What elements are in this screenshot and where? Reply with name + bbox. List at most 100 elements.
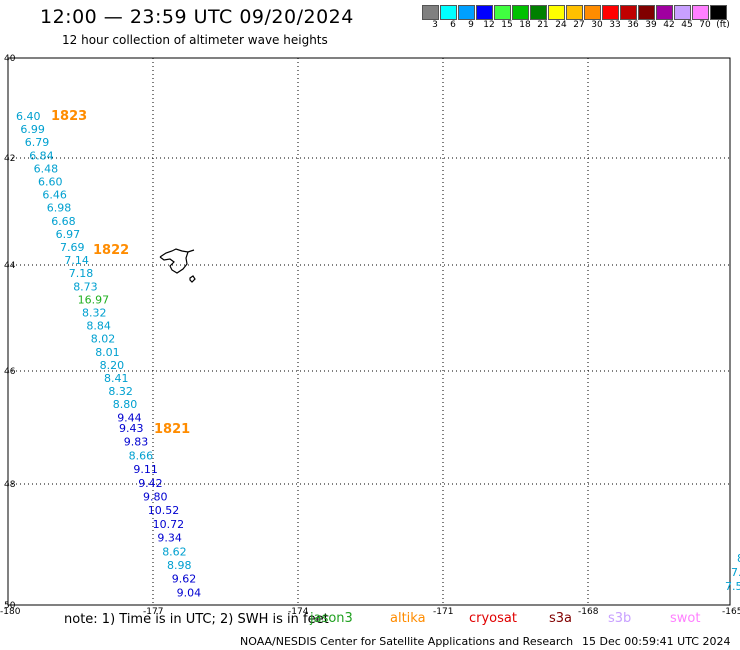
scale-label: (ft) — [716, 20, 730, 30]
wave-height-reading: 7.14 — [64, 254, 89, 267]
track-1821-readings: 9.439.838.669.119.429.8010.5210.729.348.… — [119, 422, 201, 599]
wave-height-reading: 6.68 — [51, 215, 75, 228]
scale-swatch — [674, 5, 691, 20]
wave-height-reading: 6.40 — [16, 110, 41, 123]
lon-tick-label: -174 — [288, 607, 309, 617]
scale-swatch — [638, 5, 655, 20]
scale-swatch — [620, 5, 637, 20]
wave-height-reading: 8.32 — [108, 385, 132, 398]
map-frame — [7, 57, 731, 606]
wave-height-reading: 8.73 — [73, 280, 98, 293]
wave-height-reading: 7.5 — [725, 580, 740, 593]
scale-label: 3 — [432, 20, 438, 30]
lat-tick-label: 46 — [4, 367, 16, 377]
scale-label: 12 — [483, 20, 495, 30]
satellite-legend-item: s3b — [608, 611, 632, 626]
page-subtitle: 12 hour collection of altimeter wave hei… — [62, 33, 328, 47]
scale-swatch — [440, 5, 457, 20]
scale-label: 42 — [663, 20, 675, 30]
scale-label: 21 — [537, 20, 549, 30]
wave-height-reading: 8.84 — [86, 320, 111, 333]
scale-swatch — [422, 5, 439, 20]
scale-label: 70 — [699, 20, 711, 30]
scale-swatch — [494, 5, 511, 20]
wave-height-reading: 7.69 — [60, 241, 85, 254]
scale-label: 15 — [501, 20, 513, 30]
page-title: 12:00 — 23:59 UTC 09/20/2024 — [40, 6, 354, 28]
scale-label: 30 — [591, 20, 603, 30]
wave-height-reading: 8.80 — [113, 398, 138, 411]
satellite-legend-item: altika — [390, 611, 426, 626]
wave-height-reading: 8.62 — [162, 545, 187, 558]
note-text: note: 1) Time is in UTC; 2) SWH is in fe… — [64, 612, 329, 627]
wave-height-reading: 9.34 — [157, 532, 182, 545]
wave-height-reading: 8.02 — [91, 333, 116, 346]
wave-height-reading: 7.18 — [69, 267, 94, 280]
wave-height-reading: 9.83 — [124, 436, 149, 449]
island-main — [159, 248, 195, 274]
scale-swatch — [458, 5, 475, 20]
island-outline — [159, 248, 196, 283]
scale-swatch — [512, 5, 529, 20]
footer-credit: NOAA/NESDIS Center for Satellite Applica… — [240, 635, 574, 648]
lon-tick-label: -177 — [143, 607, 163, 617]
satellite-legend-item: s3a — [549, 611, 573, 626]
wave-height-reading: 9.80 — [143, 491, 168, 504]
satellite-legend-item: swot — [670, 611, 701, 626]
satellite-legend-item: cryosat — [469, 611, 517, 626]
wave-height-reading: 6.46 — [42, 189, 67, 202]
scale-swatch — [584, 5, 601, 20]
wave-height-reading: 8.98 — [167, 559, 192, 572]
wave-height-reading: 6.84 — [29, 149, 54, 162]
wave-height-reading: 9.04 — [177, 586, 202, 599]
wave-height-reading: 8.32 — [82, 307, 107, 320]
lon-tick-label: -168 — [578, 607, 599, 617]
scale-label: 33 — [609, 20, 621, 30]
map-grid — [8, 58, 730, 605]
wave-height-reading: 7. — [731, 566, 740, 579]
wave-height-reading: 6.99 — [20, 123, 45, 136]
scale-label: 39 — [645, 20, 657, 30]
scale-swatch — [476, 5, 493, 20]
wave-height-reading: 8.01 — [95, 346, 120, 359]
lat-tick-label: 44 — [4, 261, 16, 271]
wave-height-reading: 6.98 — [47, 202, 72, 215]
satellite-legend-item: jason3 — [310, 611, 353, 626]
island-small — [189, 275, 196, 283]
scale-label: 6 — [450, 20, 456, 30]
wave-height-reading: 6.79 — [25, 136, 50, 149]
scale-label: 9 — [468, 20, 474, 30]
footer-timestamp: 15 Dec 00:59:41 UTC 2024 — [582, 635, 731, 648]
lat-tick-label: 42 — [4, 154, 15, 164]
wave-height-reading: 8.41 — [104, 372, 129, 385]
wave-height-reading: 9.43 — [119, 422, 144, 435]
lat-tick-label: 40 — [4, 54, 16, 64]
scale-label: 27 — [573, 20, 585, 30]
scale-label: 18 — [519, 20, 531, 30]
track-1823-readings: 6.406.996.796.846.486.606.466.986.686.97… — [16, 110, 142, 424]
track-edge-readings: 87.7.5 — [725, 552, 740, 593]
scale-label: 24 — [555, 20, 567, 30]
lat-tick-label: 48 — [4, 480, 16, 490]
track-label-1822: 1822 — [93, 243, 129, 258]
lon-tick-label: -180 — [0, 607, 21, 617]
scale-swatch — [692, 5, 709, 20]
scale-label: 36 — [627, 20, 639, 30]
lon-tick-label: -165 — [722, 607, 740, 617]
scale-swatch — [710, 5, 727, 20]
scale-swatch — [530, 5, 547, 20]
wave-height-reading: 8.66 — [129, 449, 154, 462]
wave-height-reading: 6.48 — [34, 162, 59, 175]
scale-swatch — [602, 5, 619, 20]
scale-label: 45 — [681, 20, 693, 30]
wave-height-reading: 9.44 — [117, 411, 142, 424]
wave-height-reading: 6.60 — [38, 176, 63, 189]
scale-swatch — [566, 5, 583, 20]
wave-height-reading: 9.11 — [133, 463, 158, 476]
wave-height-reading: 8 — [737, 552, 740, 565]
wave-height-reading: 10.52 — [148, 504, 180, 517]
color-scale-labels: 3 6 9 12 15 18 21 24 27 30 33 36 39 42 45 70 (ft) — [422, 20, 740, 32]
wave-height-reading: 6.97 — [56, 228, 81, 241]
scale-swatch — [656, 5, 673, 20]
